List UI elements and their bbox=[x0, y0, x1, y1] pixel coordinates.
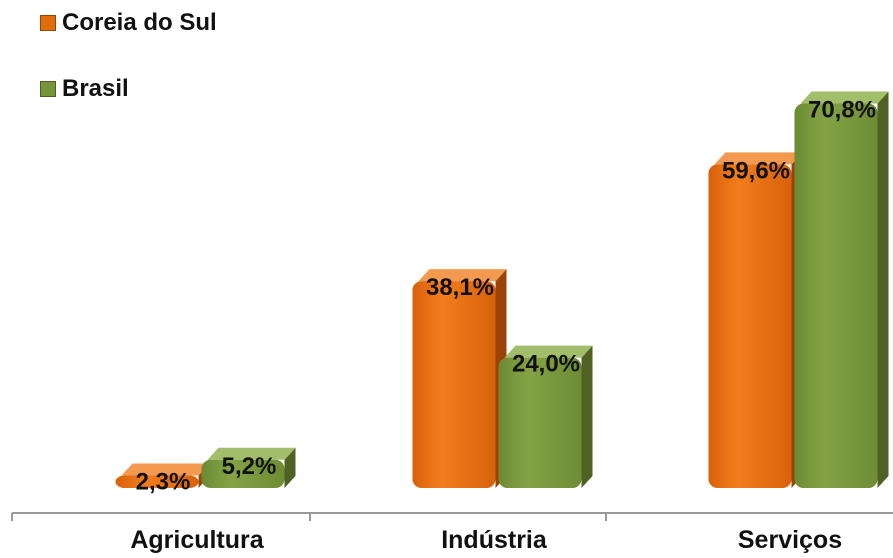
data-label-coreia-do-sul-industria: 38,1% bbox=[426, 274, 494, 301]
bar-top-brasil-agricultura bbox=[207, 447, 296, 460]
bar-coreia-do-sul-industria bbox=[412, 281, 496, 488]
legend-swatch-series-2 bbox=[40, 81, 56, 97]
data-label-brasil-industria: 24,0% bbox=[512, 351, 580, 378]
x-tick-label-2: Indústria bbox=[441, 526, 548, 554]
legend-label-series-1: Coreia do Sul bbox=[62, 9, 217, 36]
legend-item-series-2: Brasil bbox=[40, 75, 217, 102]
bar-brasil-industria bbox=[498, 357, 582, 488]
bar-coreia-do-sul-agricultura bbox=[115, 475, 199, 488]
bar-top-coreia-do-sul-industria bbox=[418, 269, 507, 282]
legend-label-series-2: Brasil bbox=[62, 75, 129, 102]
legend-item-series-1: Coreia do Sul bbox=[40, 9, 217, 36]
bar-coreia-do-sul-servicos bbox=[708, 164, 792, 488]
x-tick-label-1: Agricultura bbox=[130, 526, 264, 554]
labels-layer: 2,3% 5,2% Agricultura 38,1% 24,0% Indústria 59… bbox=[130, 97, 876, 554]
x-tick-label-3: Serviços bbox=[738, 526, 842, 554]
legend-swatch-series-1 bbox=[40, 15, 56, 31]
data-label-brasil-servicos: 70,8% bbox=[808, 97, 876, 124]
bar-top-coreia-do-sul-agricultura bbox=[121, 463, 210, 476]
bar-brasil-agricultura bbox=[201, 459, 285, 488]
x-axis bbox=[11, 512, 893, 521]
bar-side-brasil-servicos bbox=[877, 91, 889, 488]
bar-side-brasil-agricultura bbox=[284, 447, 296, 488]
data-label-coreia-do-sul-agricultura: 2,3% bbox=[136, 469, 191, 496]
chart-legend: Coreia do Sul Brasil bbox=[40, 9, 217, 142]
bars-layer bbox=[115, 91, 889, 488]
bar-top-coreia-do-sul-servicos bbox=[714, 152, 803, 165]
data-label-coreia-do-sul-servicos: 59,6% bbox=[722, 157, 790, 184]
data-label-brasil-agricultura: 5,2% bbox=[222, 453, 277, 480]
bar-brasil-servicos bbox=[794, 103, 878, 488]
bar-side-brasil-industria bbox=[581, 345, 593, 488]
bar-top-brasil-industria bbox=[504, 345, 593, 358]
bar-top-brasil-servicos bbox=[800, 91, 889, 104]
